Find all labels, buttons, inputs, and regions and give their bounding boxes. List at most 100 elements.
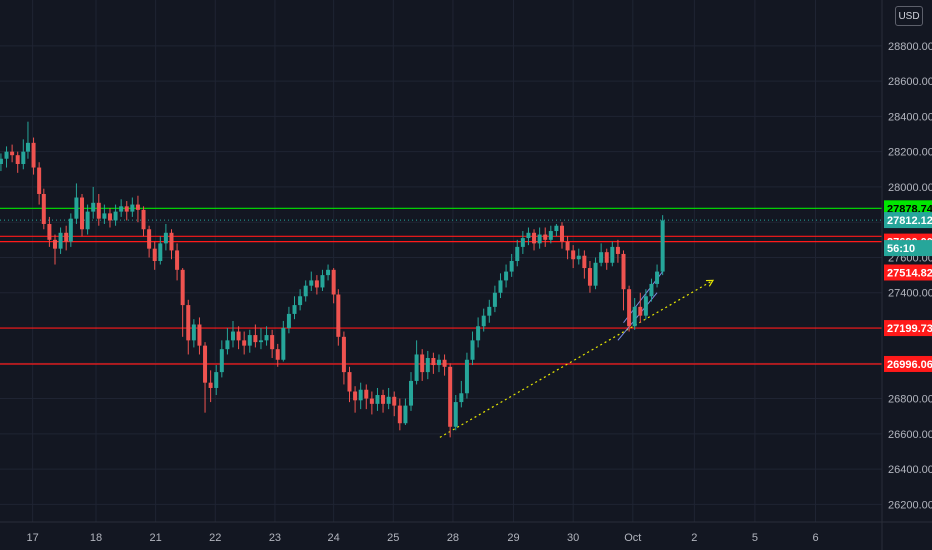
candle-body	[425, 357, 430, 373]
candle-body	[381, 395, 386, 404]
candle-body	[21, 151, 26, 165]
candle-body	[208, 382, 213, 388]
candle-body	[119, 206, 124, 212]
candle-body	[375, 395, 380, 404]
candle-body	[4, 151, 9, 159]
candle-body	[15, 155, 20, 165]
y-tick-label: 26400.00	[888, 464, 932, 476]
candle-body	[197, 324, 202, 346]
candle-body	[124, 206, 129, 212]
candle-body	[281, 328, 286, 360]
candle-body	[331, 269, 336, 295]
candle-body	[64, 232, 69, 242]
x-tick-label: 23	[269, 532, 281, 544]
candle-body	[492, 292, 497, 307]
candle-body	[85, 211, 90, 230]
candle-body	[498, 280, 503, 293]
candle-body	[107, 213, 112, 221]
candle-body	[414, 354, 419, 381]
candle-body	[326, 269, 331, 276]
level-price-tag: 26996.06	[887, 359, 932, 371]
candle-body	[515, 246, 520, 261]
y-tick-label: 28400.00	[888, 111, 932, 123]
candle-body	[632, 306, 637, 327]
candle-body	[526, 232, 531, 239]
horizontal-levels	[0, 207, 882, 365]
x-tick-label: 21	[150, 532, 162, 544]
candles-group	[0, 121, 665, 438]
candle-body	[358, 389, 363, 401]
candle-body	[565, 241, 570, 251]
candle-body	[364, 389, 369, 399]
candle-body	[347, 372, 352, 392]
x-tick-label: 28	[447, 532, 459, 544]
candle-body	[576, 255, 581, 260]
candle-body	[270, 335, 275, 350]
level-price-tag: 27199.73	[887, 323, 932, 335]
candle-body	[74, 197, 79, 219]
candle-body	[369, 398, 374, 404]
candle-body	[147, 229, 152, 249]
candle-body	[31, 142, 36, 168]
y-tick-label: 28200.00	[888, 147, 932, 159]
candle-body	[660, 220, 665, 272]
candle-body	[403, 405, 408, 424]
x-axis-ticks: 17 18 21 22 23 24 25 28 29 30 Oct 2 5 6	[26, 532, 818, 544]
y-tick-label: 26200.00	[888, 499, 932, 511]
candle-body	[158, 243, 163, 261]
candle-body	[286, 313, 291, 329]
currency-button[interactable]: USD	[895, 6, 923, 26]
candle-body	[476, 326, 481, 341]
candle-body	[152, 248, 157, 261]
candle-body	[649, 283, 654, 297]
candle-body	[180, 269, 185, 306]
candle-body	[52, 239, 57, 249]
candle-body	[571, 250, 576, 260]
candle-body	[25, 142, 30, 152]
candle-body	[548, 231, 553, 240]
channel-line	[617, 292, 658, 341]
candle-body	[314, 280, 319, 288]
x-tick-label: 18	[90, 532, 102, 544]
candle-body	[41, 193, 46, 224]
x-tick-label: 30	[567, 532, 579, 544]
candle-body	[47, 223, 52, 240]
candle-body	[559, 225, 564, 242]
candle-body	[627, 289, 632, 327]
candle-body	[303, 285, 308, 297]
x-tick-label: 5	[752, 532, 758, 544]
candle-body	[431, 357, 436, 366]
candle-body	[453, 402, 458, 427]
y-tick-label: 28600.00	[888, 76, 932, 88]
candle-body	[509, 261, 514, 272]
candle-body	[96, 202, 101, 219]
candle-body	[163, 232, 168, 244]
x-tick-label: 6	[812, 532, 818, 544]
candle-body	[638, 306, 643, 316]
y-tick-label: 28800.00	[888, 41, 932, 53]
countdown-tag: 56:10	[887, 243, 915, 255]
candle-body	[470, 340, 475, 360]
candle-body	[214, 372, 219, 388]
candle-body	[292, 305, 297, 314]
candle-body	[436, 359, 441, 366]
candle-body	[113, 211, 118, 221]
candle-body	[459, 393, 464, 403]
candle-body	[537, 234, 542, 244]
candle-body	[621, 253, 626, 290]
x-tick-label: 17	[26, 532, 38, 544]
candle-body	[203, 345, 208, 383]
candle-body	[309, 280, 314, 286]
y-tick-label: 26800.00	[888, 394, 932, 406]
candle-body	[10, 151, 15, 156]
candle-body	[610, 246, 615, 263]
candle-body	[442, 359, 447, 367]
candle-body	[80, 197, 85, 230]
candle-body	[320, 275, 325, 288]
candle-body	[587, 268, 592, 286]
candle-body	[520, 238, 525, 247]
candle-body	[386, 396, 391, 404]
candle-body	[464, 359, 469, 394]
